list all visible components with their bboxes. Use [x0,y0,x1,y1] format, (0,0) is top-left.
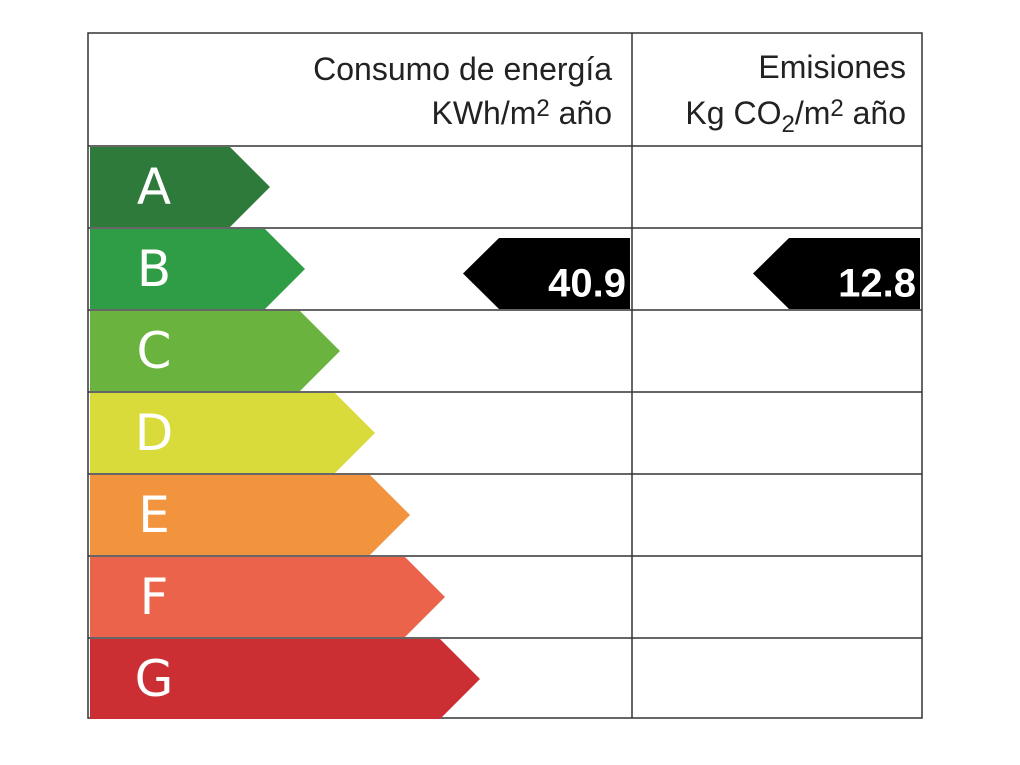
energy-unit: KWh/m2 año [431,95,612,131]
energy-title: Consumo de energía [313,51,612,87]
class-arrow [90,475,410,555]
class-arrow [90,393,375,473]
class-arrow [90,229,305,309]
unit-sub: 2 [781,111,794,138]
class-letter: G [135,650,174,708]
rating-value: 12.8 [838,262,916,306]
rating-arrow [753,238,920,309]
unit-part: /m [795,95,831,131]
class-letter: A [137,158,171,216]
unit-part: KWh/m [431,95,536,131]
unit-part: Kg CO [685,95,781,131]
class-letter: C [137,322,172,380]
class-letter: F [140,568,169,626]
unit-part: año [550,95,612,131]
class-arrow [90,311,340,391]
rating-value: 40.9 [548,262,626,306]
unit-sup: 2 [536,95,549,122]
emissions-unit: Kg CO2/m2 año [685,95,906,138]
class-arrow [90,147,270,227]
class-letter: E [138,486,170,544]
unit-part: año [844,95,906,131]
class-arrow [90,557,445,637]
table-border [87,32,923,719]
class-arrow [90,639,480,719]
rating-arrow [463,238,630,309]
class-letter: D [135,404,174,462]
emissions-title: Emisiones [758,49,906,85]
unit-sup: 2 [830,95,843,122]
class-letter: B [137,240,171,298]
